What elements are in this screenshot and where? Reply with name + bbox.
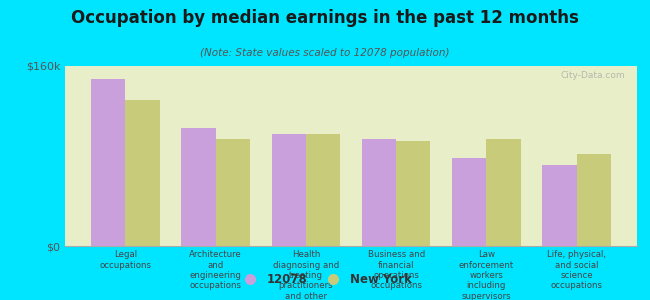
- Bar: [216, 139, 250, 246]
- Bar: [486, 139, 521, 246]
- Text: (Note: State values scaled to 12078 population): (Note: State values scaled to 12078 popu…: [200, 48, 450, 58]
- Bar: [181, 128, 216, 246]
- Legend: 12078, New York: 12078, New York: [233, 269, 417, 291]
- Bar: [125, 100, 160, 246]
- Bar: [91, 80, 125, 246]
- Text: City-Data.com: City-Data.com: [561, 71, 625, 80]
- Bar: [306, 134, 340, 246]
- Bar: [396, 141, 430, 246]
- Bar: [452, 158, 486, 246]
- Bar: [362, 139, 396, 246]
- Text: Occupation by median earnings in the past 12 months: Occupation by median earnings in the pas…: [71, 9, 579, 27]
- Bar: [542, 165, 577, 246]
- Bar: [272, 134, 306, 246]
- Bar: [577, 154, 611, 246]
